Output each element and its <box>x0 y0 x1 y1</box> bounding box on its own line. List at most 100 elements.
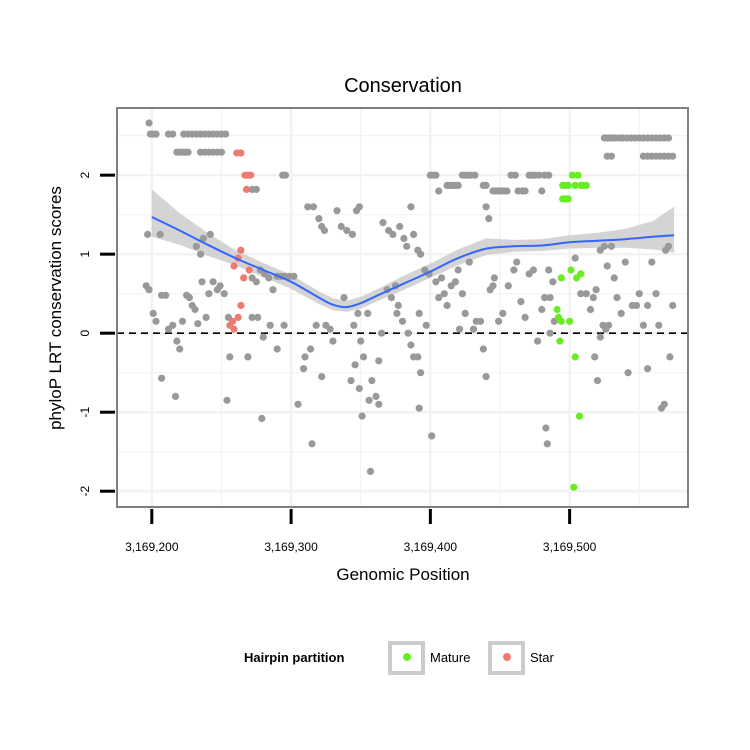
data-point-other <box>511 171 519 179</box>
data-point-other <box>394 301 402 310</box>
data-point-other <box>217 148 226 156</box>
data-point-other <box>541 294 549 302</box>
data-point-other <box>593 377 602 385</box>
data-point-other <box>320 226 329 235</box>
data-point-other <box>265 274 273 282</box>
data-point-other <box>454 181 462 189</box>
data-point-other <box>479 345 487 353</box>
data-point-other <box>307 345 315 353</box>
data-point-other <box>621 258 629 266</box>
data-point-other <box>206 230 214 238</box>
data-point-other <box>358 412 366 420</box>
data-point-other <box>465 258 473 266</box>
data-point-other <box>596 333 604 341</box>
data-point-other <box>191 305 199 314</box>
data-point-other <box>639 321 648 329</box>
y-tick-label: -2 <box>78 486 92 497</box>
x-tick-label: 3,169,400 <box>404 540 458 554</box>
data-point-other <box>343 226 351 235</box>
data-point-star <box>245 266 253 274</box>
data-point-mature <box>567 266 575 274</box>
data-point-other <box>347 377 355 385</box>
data-point-other <box>226 353 234 361</box>
data-point-other <box>664 242 673 250</box>
smooth-line <box>151 216 675 309</box>
data-point-mature <box>575 412 584 420</box>
data-point-other <box>144 230 152 238</box>
data-point-other <box>281 171 290 179</box>
data-point-other <box>617 309 625 317</box>
data-point-other <box>290 272 298 280</box>
data-point-other <box>145 119 153 127</box>
data-point-other <box>546 329 554 337</box>
data-point-star <box>226 321 234 329</box>
data-point-other <box>410 230 418 238</box>
data-point-other <box>613 294 621 302</box>
data-point-other <box>375 400 383 408</box>
data-point-other <box>669 152 677 160</box>
data-point-other <box>542 424 550 432</box>
data-point-other <box>435 294 443 302</box>
data-point-other <box>404 329 412 337</box>
data-point-other <box>644 301 652 310</box>
data-point-other <box>184 148 192 156</box>
data-point-other <box>149 309 157 317</box>
data-point-other <box>607 242 616 250</box>
data-point-other <box>258 414 266 423</box>
data-point-other <box>521 187 529 195</box>
data-point-mature <box>564 195 572 203</box>
data-point-other <box>440 290 448 298</box>
data-point-other <box>538 305 546 314</box>
data-point-other <box>546 294 554 302</box>
data-point-other <box>197 250 205 258</box>
data-point-other <box>517 298 525 306</box>
data-point-star <box>237 149 245 157</box>
data-point-other <box>351 361 359 369</box>
chart-title: Conservation <box>344 75 462 97</box>
confidence-band-area <box>151 189 675 312</box>
data-point-other <box>355 203 363 211</box>
data-point-other <box>504 282 512 290</box>
data-point-other <box>545 171 553 179</box>
legend-key-star <box>488 641 525 675</box>
data-point-other <box>443 301 451 310</box>
data-point-other <box>176 345 184 353</box>
data-point-mature <box>577 270 585 278</box>
data-point-other <box>222 130 230 138</box>
data-point-other <box>294 400 302 408</box>
data-point-other <box>482 181 490 189</box>
data-point-mature <box>570 483 578 491</box>
data-point-other <box>482 203 490 211</box>
data-point-other <box>664 134 673 142</box>
data-point-other <box>582 290 590 298</box>
x-tick-label: 3,169,200 <box>125 540 179 554</box>
data-point-other <box>571 254 579 262</box>
data-point-other <box>415 404 423 412</box>
y-tick-label: 1 <box>78 251 92 258</box>
data-point-other <box>304 203 312 211</box>
x-tick-label: 3,169,300 <box>264 540 318 554</box>
data-point-other <box>451 278 459 286</box>
data-point-other <box>655 321 663 329</box>
legend-title: Hairpin partition <box>244 650 344 665</box>
data-point-other <box>437 274 446 282</box>
data-point-star <box>237 246 245 254</box>
data-point-other <box>545 266 553 274</box>
data-point-other <box>354 309 362 317</box>
data-point-other <box>216 282 224 290</box>
data-point-mature <box>566 317 574 325</box>
data-point-other <box>489 282 497 290</box>
data-point-other <box>669 301 677 310</box>
smooth-line-path <box>151 216 675 309</box>
plot-frame <box>116 107 689 508</box>
data-point-other <box>521 313 529 321</box>
data-point-other <box>513 258 521 266</box>
data-point-star <box>234 313 242 321</box>
x-tick-label: 3,169,500 <box>543 540 597 554</box>
data-point-other <box>503 187 511 195</box>
data-point-other <box>337 222 345 231</box>
data-point-other <box>364 309 372 317</box>
data-point-other <box>178 317 187 325</box>
data-point-other <box>482 373 490 381</box>
